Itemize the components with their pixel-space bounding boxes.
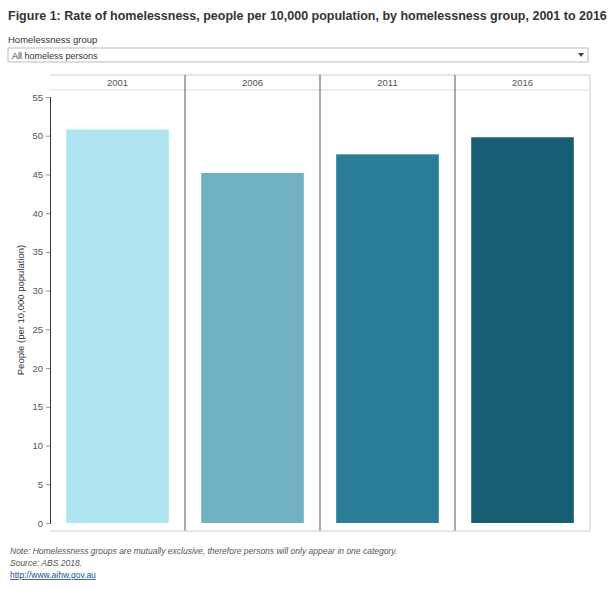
note: Note: Homelessness groups are mutually e…: [10, 546, 397, 556]
y-tick-label: 30: [32, 285, 43, 296]
x-tick-label: 2006: [242, 77, 263, 88]
source: Source: ABS 2018.: [10, 558, 82, 568]
y-tick-mark: [46, 136, 50, 137]
dropdown-box[interactable]: [8, 48, 588, 62]
y-axis-title: People (per 10,000 population): [15, 245, 26, 375]
y-tick: 45: [32, 169, 50, 180]
y-tick-label: 15: [32, 401, 43, 412]
y-tick-label: 5: [38, 479, 43, 490]
y-tick-mark: [46, 252, 50, 253]
y-tick-label: 55: [32, 92, 43, 103]
y-tick: 5: [38, 479, 50, 490]
dropdown[interactable]: All homeless persons: [8, 48, 588, 62]
y-tick-mark: [46, 446, 50, 447]
y-tick-label: 45: [32, 169, 43, 180]
bar: [336, 154, 439, 523]
y-tick-mark: [46, 213, 50, 214]
panel-separator: [455, 75, 456, 531]
y-tick: 15: [32, 401, 50, 412]
bar: [66, 130, 169, 523]
y-axis: 0 5 10 15 20 25 30 35 40 45 50 55: [32, 92, 50, 529]
bars: [66, 130, 574, 523]
y-tick-mark: [46, 523, 50, 524]
y-tick: 0: [38, 518, 50, 529]
y-tick: 50: [32, 130, 50, 141]
y-axis-line: [46, 98, 51, 524]
panel-frame: [50, 75, 590, 531]
y-tick: 25: [32, 324, 50, 335]
panel-bottom-line: [50, 531, 590, 532]
y-tick: 30: [32, 285, 50, 296]
panel-right-line: [590, 75, 591, 531]
dropdown-arrow[interactable]: [578, 53, 584, 57]
y-tick-mark: [46, 291, 50, 292]
filter-label: Homelessness group: [8, 34, 97, 45]
y-tick: 35: [32, 246, 50, 257]
x-axis: 2001 2006 2011 2016: [107, 77, 533, 90]
y-tick: 40: [32, 208, 50, 219]
panel-separator: [185, 75, 186, 531]
x-tick-label: 2011: [377, 77, 397, 88]
chart: Figure 1: Rate of homelessness, people p…: [0, 0, 611, 591]
x-tick: 2001: [107, 77, 128, 90]
y-tick: 20: [32, 363, 50, 374]
y-tick-mark: [46, 174, 50, 175]
panel-separator: [320, 75, 321, 531]
title: Figure 1: Rate of homelessness, people p…: [8, 9, 607, 23]
y-tick-mark: [46, 407, 50, 408]
y-tick-label: 20: [32, 363, 43, 374]
y-tick: 10: [32, 440, 50, 451]
y-tick: 55: [32, 92, 50, 103]
y-tick-mark: [46, 368, 50, 369]
y-tick-label: 10: [32, 440, 43, 451]
y-tick-label: 25: [32, 324, 43, 335]
y-tick-label: 50: [32, 130, 43, 141]
url: http://www.aihw.gov.au: [10, 570, 96, 580]
x-tick-label: 2016: [512, 77, 533, 88]
dropdown-value[interactable]: All homeless persons: [12, 51, 98, 61]
y-tick-mark: [46, 484, 50, 485]
y-tick-mark: [46, 97, 50, 98]
bar: [471, 137, 574, 523]
bar: [201, 173, 304, 523]
y-tick-label: 0: [38, 518, 43, 529]
y-tick-label: 40: [32, 208, 43, 219]
x-tick: 2011: [377, 77, 397, 90]
y-tick-mark: [46, 329, 50, 330]
x-tick: 2006: [242, 77, 263, 90]
x-tick-label: 2001: [107, 77, 128, 88]
x-tick: 2016: [512, 77, 533, 90]
y-tick-label: 35: [32, 246, 43, 257]
